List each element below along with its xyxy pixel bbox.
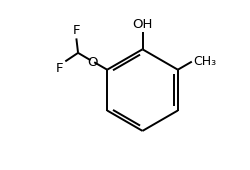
Text: F: F [56, 62, 63, 75]
Text: CH₃: CH₃ [192, 55, 216, 68]
Text: F: F [72, 24, 80, 37]
Text: O: O [86, 56, 97, 69]
Text: OH: OH [132, 19, 152, 31]
